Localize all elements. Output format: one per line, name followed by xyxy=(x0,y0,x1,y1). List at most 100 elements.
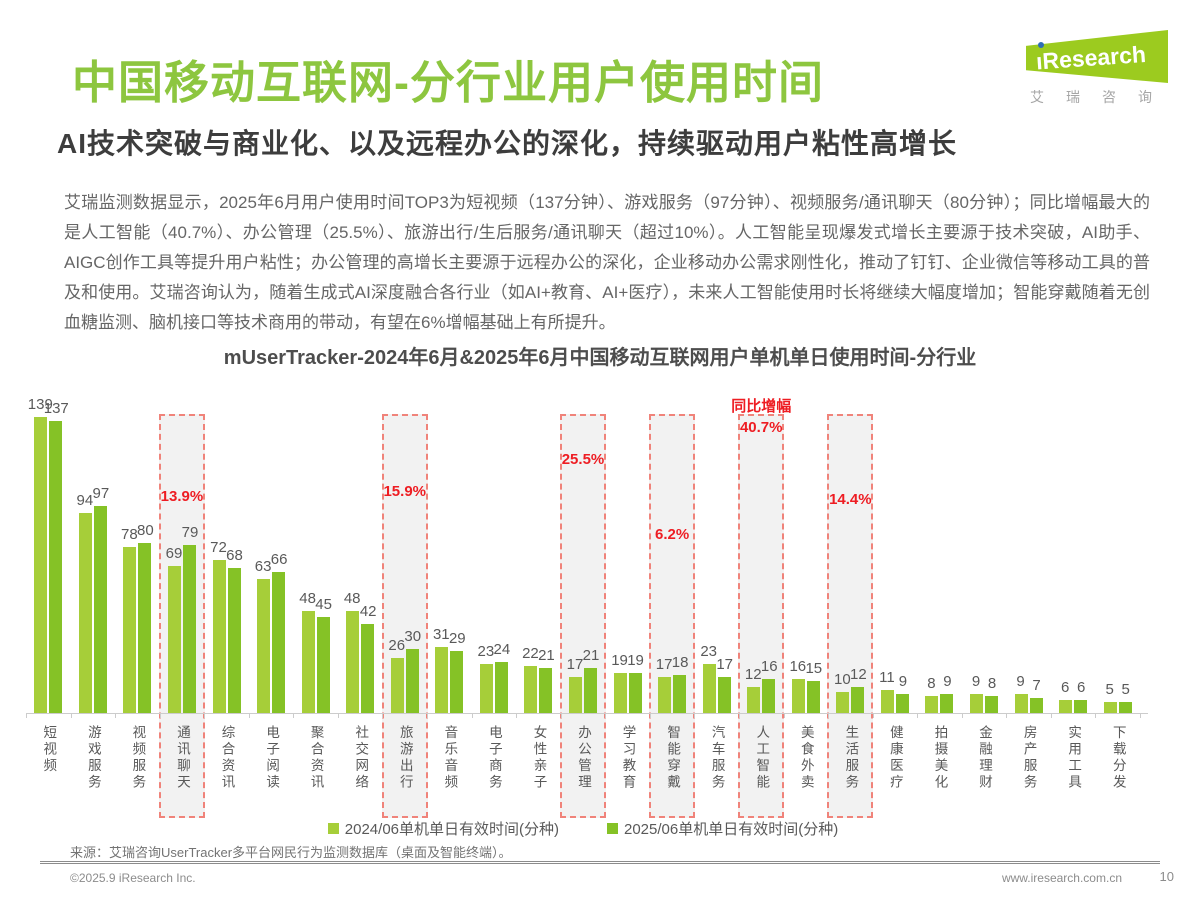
bar xyxy=(1103,702,1117,713)
chart-title: mUserTracker-2024年6月&2025年6月中国移动互联网用户单机单… xyxy=(223,347,977,369)
bar-value-label: 63 xyxy=(254,557,272,575)
category-label: 学习教育 xyxy=(620,725,636,791)
bar xyxy=(940,693,954,713)
bar-value-label: 12 xyxy=(744,666,762,684)
bar-value-label: 9 xyxy=(1016,672,1025,690)
bar xyxy=(762,678,776,713)
x-axis-tick xyxy=(26,713,27,718)
bar xyxy=(138,542,152,713)
category-label: 办公管理 xyxy=(576,725,591,791)
growth-percent-label: 25.5% xyxy=(561,451,605,468)
bar xyxy=(257,578,271,713)
bar-chart: 13.9% 15.9% 25.5% 6.2% 40.7% 同比增幅 14.4% 139 137 短… xyxy=(26,388,1148,840)
growth-percent-label: 14.4% xyxy=(829,491,872,508)
x-axis-tick xyxy=(1006,713,1008,718)
bar-value-label: 80 xyxy=(137,521,154,539)
category-label: 实用工具 xyxy=(1066,725,1082,791)
x-axis-tick xyxy=(961,713,963,718)
bar-value-label: 94 xyxy=(76,491,94,509)
bar xyxy=(479,664,493,713)
growth-percent-label: 6.2% xyxy=(655,526,690,543)
bar-value-label: 139 xyxy=(27,396,53,413)
category-label: 通讯聊天 xyxy=(174,725,190,791)
bar xyxy=(569,676,582,713)
bar-value-label: 69 xyxy=(165,545,183,563)
growth-percent-label: 15.9% xyxy=(383,483,427,500)
bar xyxy=(1029,698,1043,713)
x-axis-tick xyxy=(382,713,384,718)
bar xyxy=(123,546,137,713)
x-axis-tick xyxy=(649,713,651,718)
bar-value-label: 23 xyxy=(477,643,495,661)
bar-value-label: 10 xyxy=(834,670,851,688)
category-label: 智能穿戴 xyxy=(665,725,681,791)
bar-value-label: 8 xyxy=(987,674,997,692)
category-label: 旅游出行 xyxy=(397,725,413,791)
bar-value-label: 12 xyxy=(850,666,867,684)
legend-label: 2024/06单机单日有效时间(分种) xyxy=(344,821,559,838)
footer-divider xyxy=(40,861,1160,864)
category-label: 电子商务 xyxy=(486,725,502,791)
growth-annotation-label: 同比增幅 xyxy=(731,398,792,415)
highlight-box xyxy=(827,414,874,818)
category-label: 游戏服务 xyxy=(85,725,101,791)
category-label: 下载分发 xyxy=(1110,725,1126,791)
bar xyxy=(1074,700,1088,713)
analysis-paragraph: 艾瑞监测数据显示，2025年6月用户使用时间TOP3为短视频（137分钟）、游戏… xyxy=(64,193,1150,332)
x-axis-tick xyxy=(115,713,117,718)
bar xyxy=(524,666,538,713)
bar xyxy=(628,672,642,713)
source-note: 来源：艾瑞咨询UserTracker多平台网民行为监测数据库（桌面及智能终端）。 xyxy=(70,845,512,860)
category-label: 美食外卖 xyxy=(798,725,814,791)
bar-value-label: 26 xyxy=(388,636,406,654)
bar-value-label: 48 xyxy=(343,589,361,607)
bar xyxy=(316,617,330,713)
bar-value-label: 7 xyxy=(1032,677,1041,695)
x-axis-tick xyxy=(1050,713,1052,718)
legend-swatch xyxy=(607,823,618,834)
bar-value-label: 8 xyxy=(927,674,936,692)
bar-value-label: 21 xyxy=(582,647,600,665)
bar-value-label: 19 xyxy=(627,651,644,669)
bar xyxy=(539,668,553,713)
bar xyxy=(806,681,820,713)
x-axis-tick xyxy=(293,713,295,718)
bar xyxy=(361,623,375,713)
category-label: 拍摄美化 xyxy=(932,725,948,791)
bar-value-label: 72 xyxy=(210,538,227,556)
bar xyxy=(851,687,865,713)
x-axis-tick xyxy=(828,713,830,718)
bar-value-label: 5 xyxy=(1121,681,1130,699)
bar-value-label: 22 xyxy=(522,645,539,663)
bar xyxy=(301,610,315,713)
bar xyxy=(895,693,909,713)
highlight-box xyxy=(381,414,428,818)
category-label: 音乐音频 xyxy=(442,725,458,791)
bar-value-label: 19 xyxy=(611,651,628,669)
bar-value-label: 79 xyxy=(181,523,199,541)
bar xyxy=(435,646,449,713)
bar-value-label: 17 xyxy=(655,655,673,673)
bar xyxy=(747,687,761,713)
bar-value-label: 6 xyxy=(1060,679,1070,697)
category-label: 金融理财 xyxy=(977,725,993,791)
bar-value-label: 17 xyxy=(716,655,734,673)
highlight-box xyxy=(560,414,606,818)
bar-value-label: 66 xyxy=(270,551,288,569)
highlight-box xyxy=(158,414,205,818)
category-label: 视频服务 xyxy=(130,725,146,791)
bar xyxy=(584,668,597,713)
bar-value-label: 29 xyxy=(448,630,466,648)
bar xyxy=(390,657,404,713)
bar-value-label: 48 xyxy=(299,589,316,607)
category-label: 健康医疗 xyxy=(887,725,903,791)
slide-subtitle: AI技术突破与商业化、以及远程办公的深化，持续驱动用户粘性高增长 xyxy=(57,128,958,159)
bar xyxy=(212,559,226,713)
bar xyxy=(791,678,805,713)
bar xyxy=(78,512,92,713)
bar xyxy=(925,695,939,713)
logo-chinese-name: 艾瑞咨询 xyxy=(1030,89,1174,105)
x-axis-tick xyxy=(337,713,339,718)
bar xyxy=(836,691,850,713)
